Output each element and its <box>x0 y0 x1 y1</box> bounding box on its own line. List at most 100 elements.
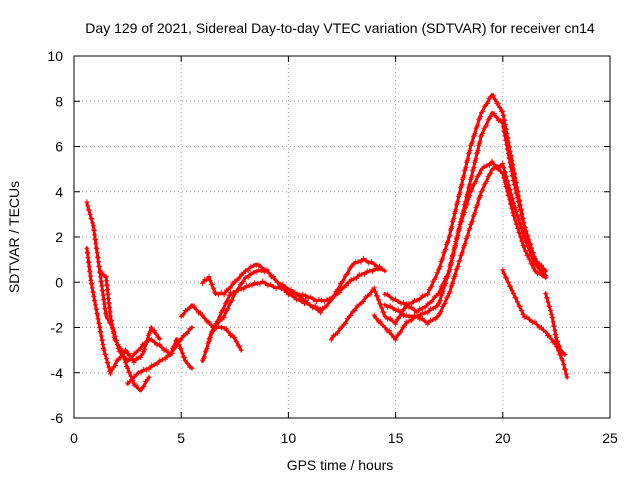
data-point <box>501 117 507 123</box>
data-point <box>536 325 542 331</box>
data-point <box>478 167 484 173</box>
data-point <box>501 175 507 181</box>
data-point <box>553 335 559 341</box>
data-point <box>310 305 315 311</box>
data-point <box>548 312 554 318</box>
data-point <box>185 361 191 367</box>
data-point <box>522 236 528 241</box>
data-point <box>508 284 514 290</box>
data-point <box>534 263 540 269</box>
data-point <box>378 319 384 325</box>
data-point <box>372 289 378 295</box>
data-point <box>555 339 560 345</box>
data-point <box>460 249 466 255</box>
data-point <box>406 305 412 311</box>
data-point <box>179 350 185 356</box>
data-point <box>518 234 524 240</box>
data-point <box>486 162 492 168</box>
data-point <box>511 213 517 219</box>
data-point <box>467 193 473 199</box>
data-point <box>107 368 113 374</box>
data-point <box>505 151 511 157</box>
data-point <box>257 281 263 287</box>
data-point <box>429 299 435 305</box>
data-point <box>273 286 279 291</box>
chart-title: Day 129 of 2021, Sidereal Day-to-day VTE… <box>85 20 595 36</box>
data-point <box>491 111 497 117</box>
data-point <box>517 203 522 209</box>
data-point <box>465 156 471 162</box>
data-point <box>504 275 510 281</box>
data-point <box>101 301 107 307</box>
data-point <box>523 228 529 234</box>
data-point <box>206 319 212 325</box>
data-point <box>101 347 107 353</box>
data-point <box>514 190 520 196</box>
data-point <box>284 286 290 292</box>
data-point <box>472 210 478 216</box>
data-point <box>275 279 281 285</box>
data-point <box>100 292 106 298</box>
data-point <box>245 267 251 273</box>
data-point <box>519 308 525 313</box>
data-point <box>133 382 139 388</box>
data-point <box>489 158 495 164</box>
data-point <box>515 194 520 200</box>
data-point <box>467 148 473 153</box>
x-tick-label: 25 <box>602 430 618 446</box>
data-point <box>371 312 377 318</box>
data-point <box>477 170 483 176</box>
data-point <box>497 104 503 110</box>
data-point <box>386 328 392 334</box>
data-point <box>233 339 239 345</box>
data-point <box>398 310 404 316</box>
data-point <box>307 302 313 308</box>
data-point <box>127 369 133 375</box>
data-point <box>109 318 114 324</box>
data-point <box>369 287 375 293</box>
data-point <box>508 164 514 170</box>
data-point <box>303 297 309 303</box>
data-point <box>493 114 499 120</box>
data-point <box>515 299 520 305</box>
data-point <box>402 306 408 312</box>
data-point <box>473 156 479 162</box>
data-point <box>172 342 178 348</box>
data-point <box>532 260 538 266</box>
axis-ticks <box>73 55 611 419</box>
data-point <box>329 295 335 301</box>
data-point <box>506 155 512 161</box>
data-point <box>208 322 214 328</box>
data-point <box>303 293 309 299</box>
data-point <box>525 233 531 239</box>
data-point <box>521 220 527 226</box>
data-point <box>464 201 470 207</box>
data-point <box>89 216 95 222</box>
y-tick-label: 8 <box>55 93 63 109</box>
data-point <box>225 297 231 303</box>
data-point <box>520 239 525 244</box>
data-point <box>365 293 371 299</box>
data-point <box>157 336 163 342</box>
data-point <box>543 275 549 281</box>
data-point <box>118 346 124 352</box>
data-point <box>446 269 452 275</box>
data-point <box>475 148 481 153</box>
data-point <box>521 244 527 250</box>
data-point <box>437 297 443 303</box>
data-point <box>92 302 98 308</box>
series-track-14 <box>543 291 568 358</box>
data-point <box>484 122 490 128</box>
data-point <box>535 271 541 277</box>
data-point <box>330 332 336 338</box>
series-track-4 <box>125 337 195 386</box>
data-point <box>176 342 182 347</box>
data-point <box>387 303 393 309</box>
data-point <box>146 366 152 372</box>
data-point <box>350 309 356 315</box>
data-point <box>87 273 93 279</box>
data-point <box>293 297 299 303</box>
data-point <box>233 290 239 295</box>
data-point <box>517 304 523 309</box>
data-point <box>543 329 549 335</box>
